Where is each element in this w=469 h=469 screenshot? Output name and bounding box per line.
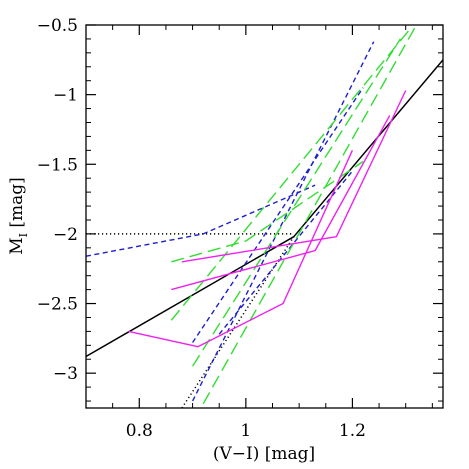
series-line-black-solid [86,59,443,358]
series-line-black-dotted [181,236,295,408]
tick-labels: 0.8 1 1.2 −0.5 −1 −1.5 −2 −2.5 −3 [37,16,366,441]
x-tick-label: 1.2 [339,421,366,441]
axis-ticks [85,24,443,408]
y-axis-label-unit: [mag] [7,177,27,233]
y-tick-label: −0.5 [37,16,78,36]
y-axis-label-subscript: I [17,233,30,237]
x-tick-label: 0.8 [126,421,153,441]
series-line-magenta-solid [181,90,407,263]
plot-frame [85,24,444,409]
x-axis-label: (V−I) [mag] [213,444,315,464]
series-line-green-longdash [202,25,418,405]
y-axis-label: MI [mag] [7,177,30,255]
series-line-green-longdash [170,27,412,321]
series-line-magenta-solid [171,115,391,291]
y-tick-label: −3 [53,364,78,384]
series-group [86,25,443,408]
series-line-green-longdash [192,38,401,367]
y-axis-label-main: M [7,237,27,254]
y-tick-label: −1 [53,86,78,106]
series-line-green-longdash [171,160,364,263]
series-line-blue-dash [218,170,353,335]
y-tick-label: −1.5 [37,155,78,175]
series-line-magenta-solid [128,150,354,348]
x-tick-label: 1 [240,421,251,441]
series-line-blue-dash [192,87,364,343]
series-line-blue-dash [191,41,375,402]
series-layer [86,25,443,408]
y-tick-label: −2.5 [37,295,78,315]
series-line-blue-dash [86,184,316,257]
y-tick-label: −2 [53,225,78,245]
